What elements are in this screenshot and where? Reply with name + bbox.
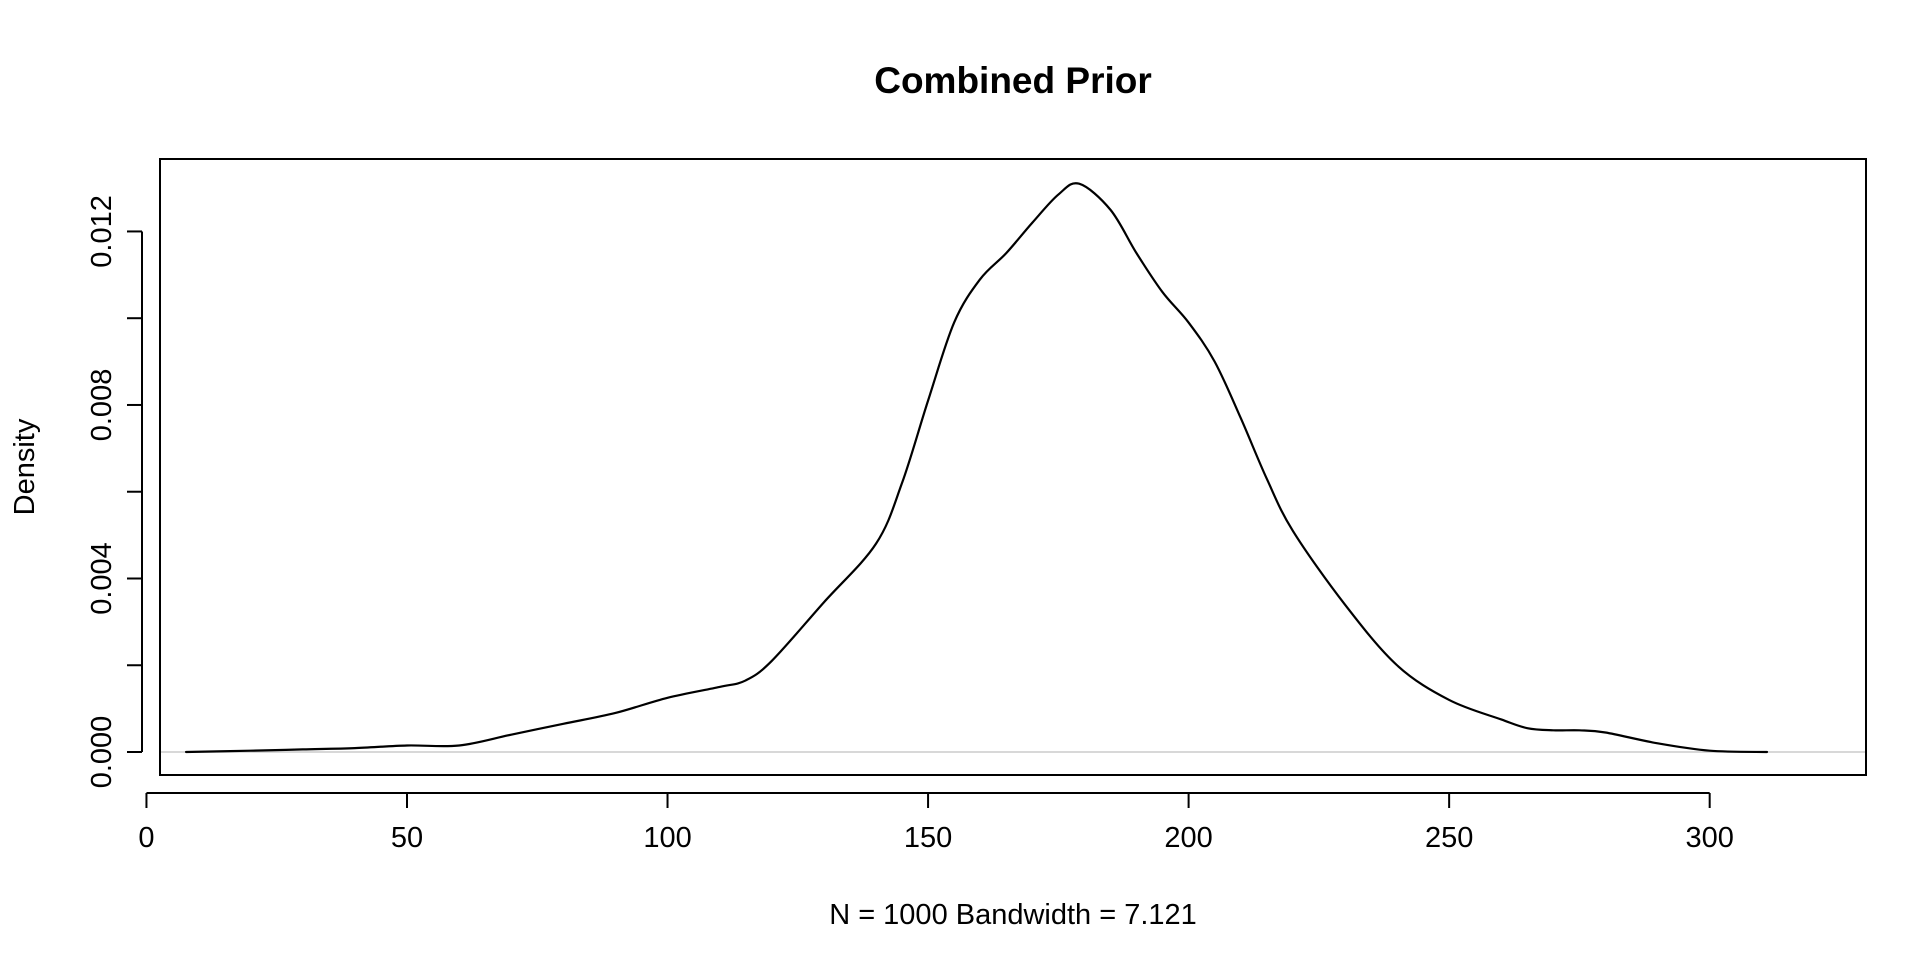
- y-axis-label: Density: [9, 418, 41, 515]
- x-tick-label: 150: [904, 822, 952, 854]
- chart-title: Combined Prior: [874, 60, 1152, 101]
- x-tick-label: 0: [138, 822, 154, 854]
- x-tick-label: 200: [1164, 822, 1212, 854]
- x-tick-label: 50: [391, 822, 423, 854]
- plot-body: 0 50 100 150 200 250 300 0.000 0.004 0.008 0.012: [86, 158, 1867, 854]
- y-tick-label: 0.012: [86, 195, 118, 268]
- y-tick-label: 0.008: [86, 369, 118, 442]
- x-axis-label: N = 1000 Bandwidth = 7.121: [829, 899, 1197, 931]
- x-tick-label: 100: [643, 822, 691, 854]
- density-curve-0: [184, 182, 1769, 754]
- y-tick-label: 0.004: [86, 542, 118, 615]
- x-tick-label: 300: [1685, 822, 1733, 854]
- plot-frame: [159, 158, 1867, 776]
- x-tick-label: 250: [1425, 822, 1473, 854]
- y-tick-label: 0.000: [86, 716, 118, 789]
